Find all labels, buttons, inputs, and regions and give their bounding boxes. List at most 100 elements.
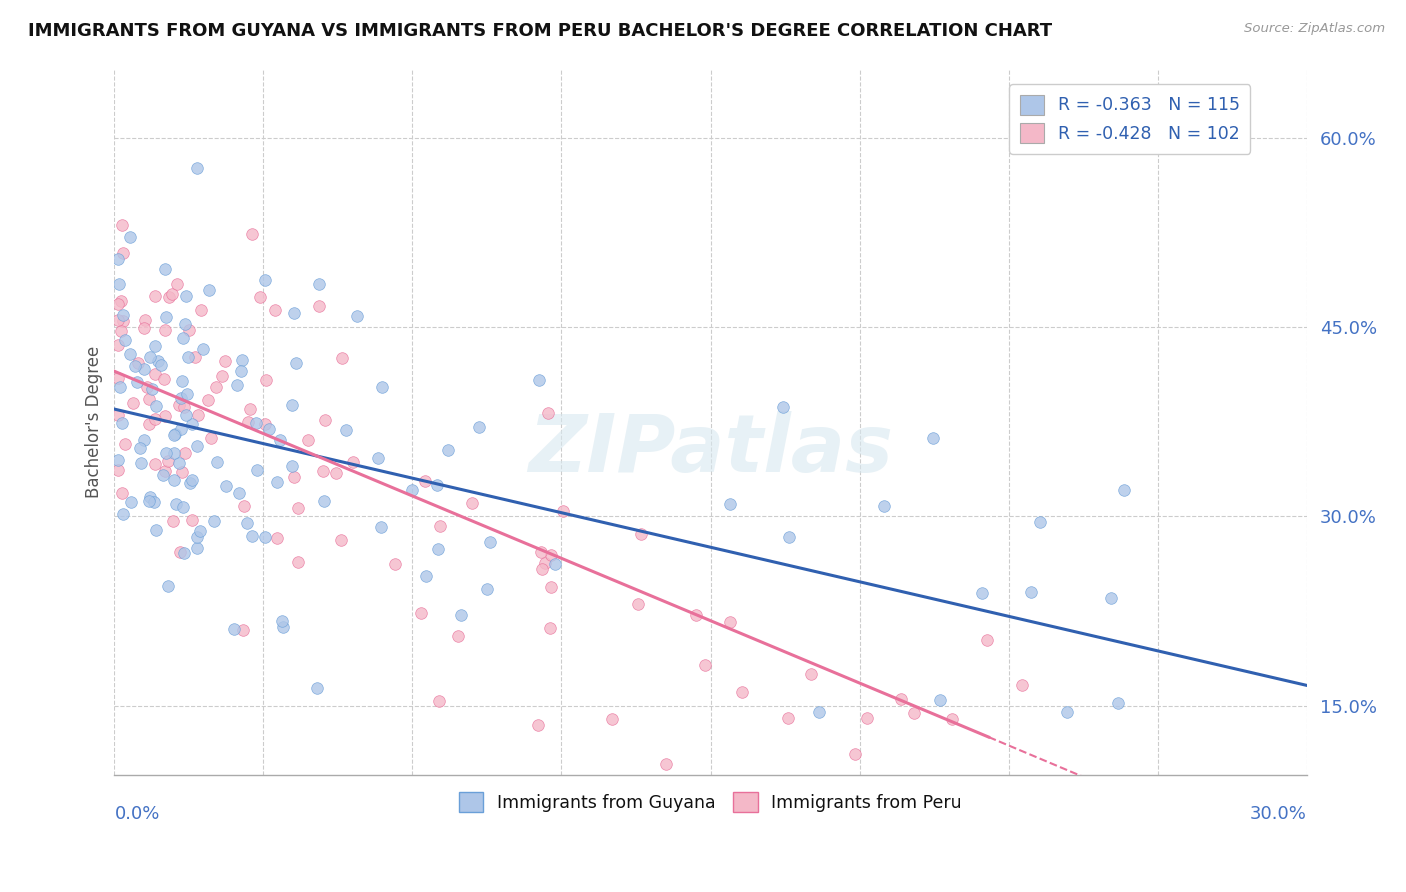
Point bbox=[630, 526, 652, 541]
Point bbox=[229, 364, 252, 378]
Text: 0.0%: 0.0% bbox=[114, 805, 160, 823]
Point bbox=[163, 428, 186, 442]
Point bbox=[146, 354, 169, 368]
Point bbox=[1099, 591, 1122, 605]
Text: 30.0%: 30.0% bbox=[1250, 805, 1306, 823]
Point bbox=[152, 467, 174, 482]
Point bbox=[600, 712, 623, 726]
Point bbox=[537, 406, 560, 420]
Point bbox=[214, 354, 236, 368]
Point bbox=[553, 504, 575, 518]
Point bbox=[467, 420, 489, 434]
Point bbox=[479, 535, 502, 549]
Text: ZIPatlas: ZIPatlas bbox=[529, 411, 893, 489]
Point bbox=[170, 374, 193, 388]
Point bbox=[254, 273, 277, 287]
Point bbox=[284, 356, 307, 370]
Point bbox=[236, 516, 259, 530]
Point bbox=[330, 533, 353, 548]
Point bbox=[167, 457, 190, 471]
Point bbox=[145, 339, 167, 353]
Point bbox=[129, 441, 152, 455]
Point bbox=[401, 483, 423, 497]
Point bbox=[139, 350, 162, 364]
Point bbox=[429, 519, 451, 533]
Point bbox=[526, 717, 548, 731]
Point bbox=[202, 514, 225, 528]
Point bbox=[776, 711, 799, 725]
Point bbox=[110, 324, 132, 338]
Point bbox=[314, 493, 336, 508]
Point bbox=[114, 437, 136, 451]
Point bbox=[239, 401, 262, 416]
Point bbox=[138, 493, 160, 508]
Point bbox=[138, 392, 160, 406]
Point bbox=[297, 433, 319, 447]
Point bbox=[153, 372, 176, 386]
Point bbox=[283, 306, 305, 320]
Point bbox=[153, 464, 176, 478]
Point bbox=[138, 417, 160, 432]
Point bbox=[685, 607, 707, 622]
Point bbox=[778, 530, 800, 544]
Point bbox=[165, 497, 187, 511]
Point bbox=[114, 333, 136, 347]
Point bbox=[287, 555, 309, 569]
Point bbox=[143, 368, 166, 382]
Point bbox=[163, 473, 186, 487]
Point bbox=[450, 607, 472, 622]
Point bbox=[280, 459, 302, 474]
Point bbox=[370, 520, 392, 534]
Point bbox=[384, 557, 406, 571]
Point bbox=[308, 277, 330, 291]
Point bbox=[922, 430, 945, 444]
Point bbox=[1011, 678, 1033, 692]
Point bbox=[169, 391, 191, 405]
Point bbox=[254, 373, 277, 387]
Point bbox=[730, 685, 752, 699]
Point bbox=[941, 712, 963, 726]
Point bbox=[180, 473, 202, 487]
Point bbox=[330, 351, 353, 365]
Point bbox=[873, 499, 896, 513]
Point bbox=[177, 323, 200, 337]
Point bbox=[718, 497, 741, 511]
Point bbox=[124, 359, 146, 374]
Point bbox=[305, 681, 328, 696]
Point bbox=[654, 756, 676, 771]
Point bbox=[1112, 483, 1135, 497]
Point bbox=[184, 350, 207, 364]
Point bbox=[240, 529, 263, 543]
Point bbox=[107, 371, 129, 385]
Point bbox=[111, 218, 134, 232]
Point bbox=[544, 558, 567, 572]
Point bbox=[132, 321, 155, 335]
Point bbox=[371, 380, 394, 394]
Point bbox=[179, 475, 201, 490]
Point bbox=[132, 434, 155, 448]
Point bbox=[174, 408, 197, 422]
Point bbox=[120, 347, 142, 361]
Point bbox=[325, 466, 347, 480]
Point bbox=[928, 693, 950, 707]
Point bbox=[254, 417, 277, 432]
Point bbox=[170, 422, 193, 436]
Point bbox=[155, 445, 177, 459]
Point bbox=[308, 299, 330, 313]
Point bbox=[540, 548, 562, 562]
Point bbox=[172, 500, 194, 514]
Point bbox=[127, 356, 149, 370]
Point bbox=[437, 442, 460, 457]
Point bbox=[134, 313, 156, 327]
Point bbox=[800, 667, 823, 681]
Point bbox=[155, 310, 177, 325]
Point bbox=[156, 454, 179, 468]
Point bbox=[266, 531, 288, 545]
Point bbox=[170, 465, 193, 479]
Point bbox=[139, 490, 162, 504]
Point bbox=[111, 416, 134, 430]
Point bbox=[173, 400, 195, 414]
Point bbox=[231, 353, 253, 368]
Point bbox=[162, 286, 184, 301]
Point bbox=[222, 622, 245, 636]
